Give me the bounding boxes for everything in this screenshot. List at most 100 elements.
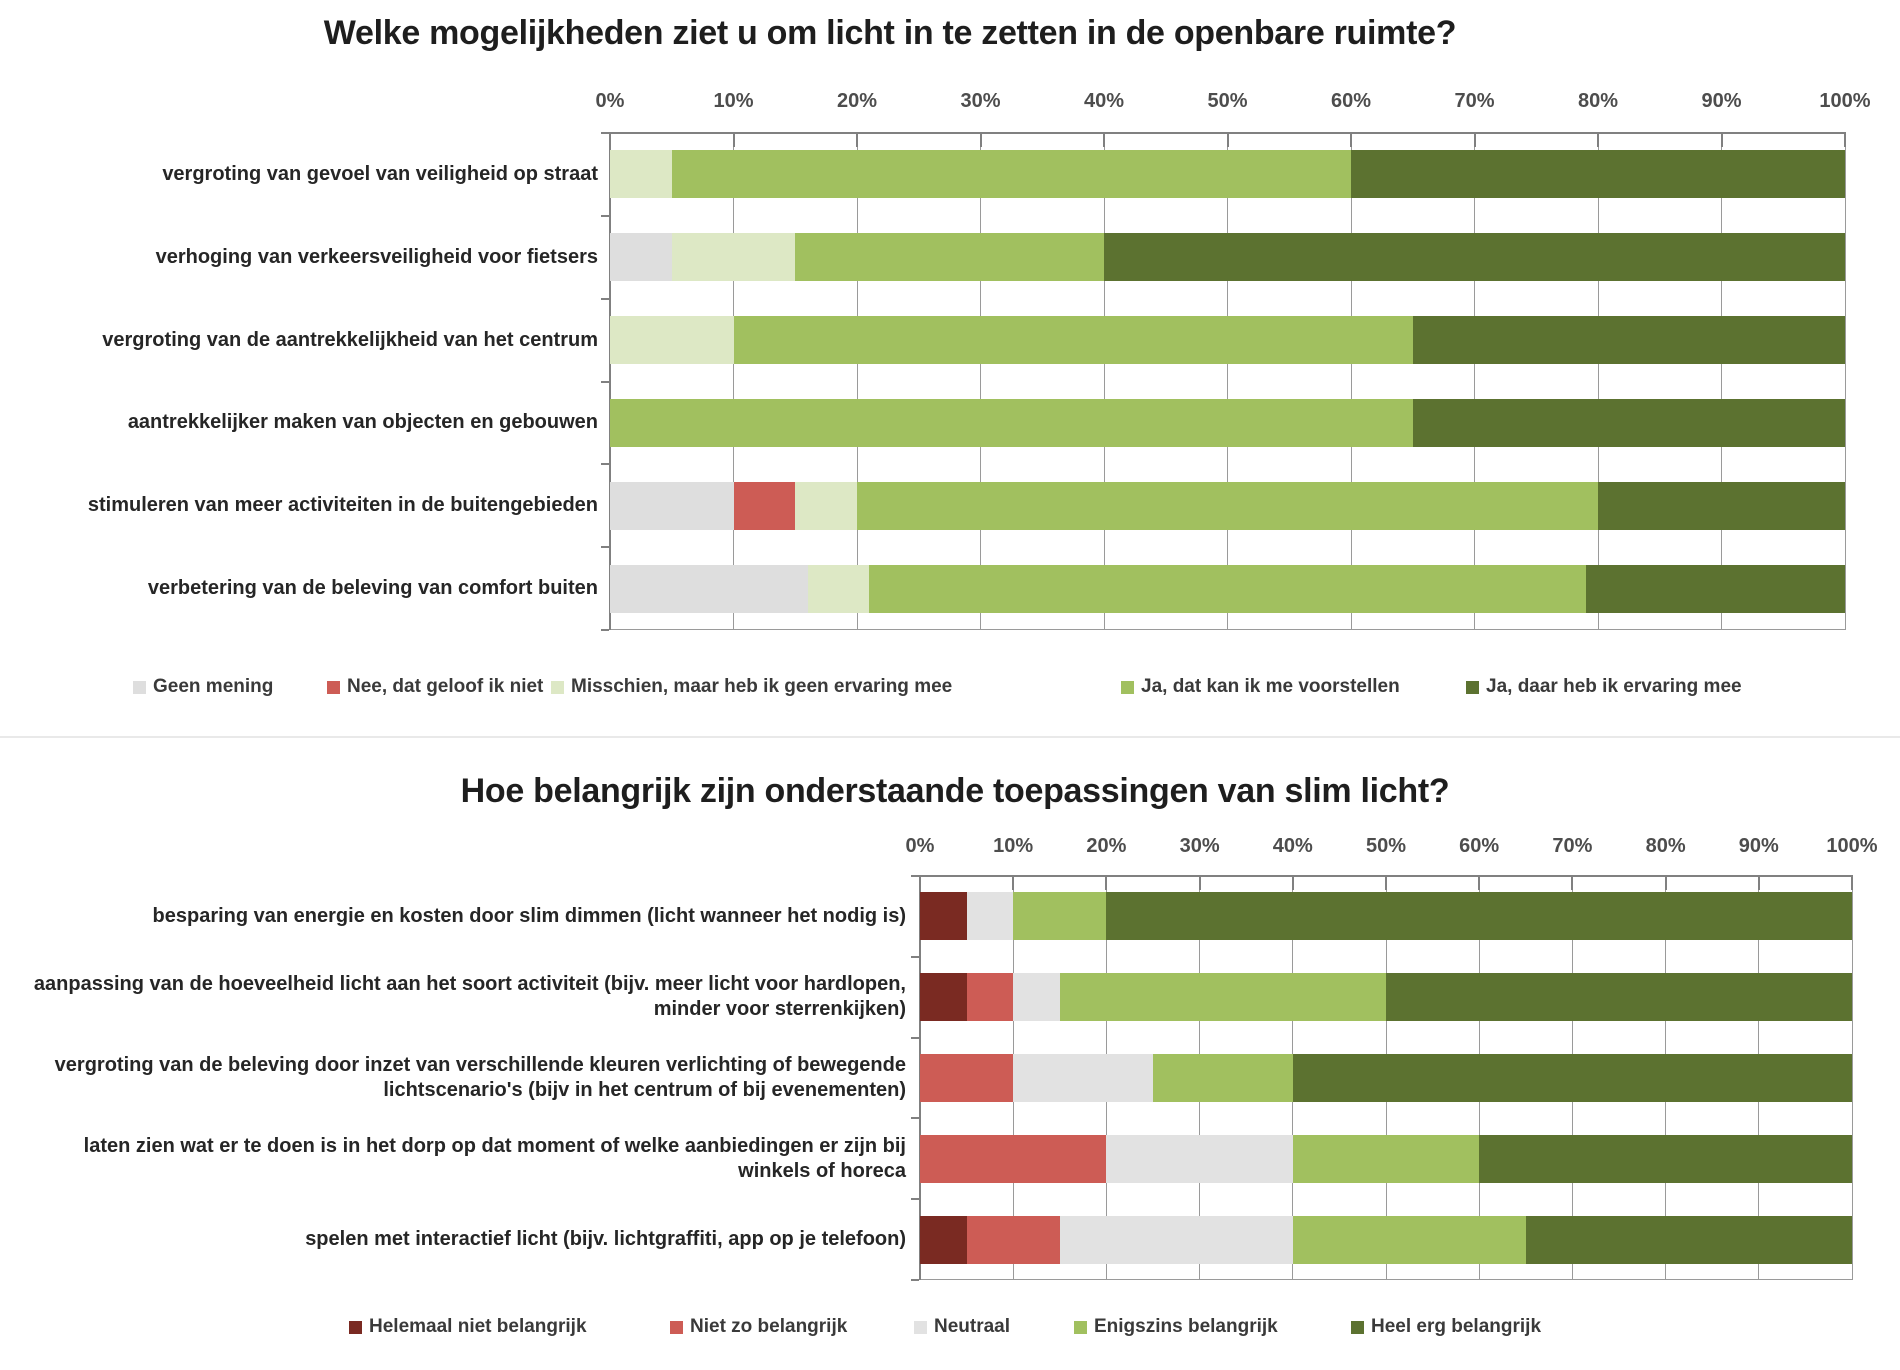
bar-segment-helemaal-niet-belangrijk: [920, 973, 967, 1022]
chart2-title: Hoe belangrijk zijn onderstaande toepass…: [460, 772, 1450, 810]
axis-tick-mark: [1350, 133, 1352, 147]
x-axis-tick-label: 10%: [713, 90, 754, 112]
legend-label: Heel erg belangrijk: [1371, 1316, 1542, 1337]
legend-item: Enigszins belangrijk: [1074, 1316, 1278, 1338]
axis-tick-mark: [856, 133, 858, 147]
bar-segment-neutraal: [1013, 1054, 1153, 1102]
bar-segment-geen-mening: [610, 233, 672, 282]
legend-label: Enigszins belangrijk: [1094, 1316, 1278, 1337]
x-axis-tick-label: 100%: [1826, 835, 1878, 857]
legend-swatch-icon: [1466, 680, 1479, 694]
y-axis-tick-mark: [911, 1117, 919, 1120]
stacked-bar-row: [920, 1054, 1852, 1102]
bar-segment-helemaal-niet-belangrijk: [920, 892, 967, 941]
stacked-bar-row: [610, 150, 1845, 199]
bar-segment-neutraal: [966, 892, 1014, 941]
legend-swatch-icon: [914, 1320, 927, 1334]
axis-tick-mark: [1720, 133, 1723, 147]
x-axis-tick-label: 100%: [1819, 90, 1871, 112]
stacked-bar-row: [610, 316, 1845, 365]
bar-segment-heel-erg-belangrijk: [1292, 1054, 1852, 1102]
y-axis-tick-mark: [601, 132, 609, 134]
legend-item: Helemaal niet belangrijk: [349, 1316, 587, 1338]
axis-tick-mark: [1571, 876, 1574, 890]
axis-tick-mark: [1103, 133, 1105, 147]
x-axis-tick-label: 30%: [1179, 835, 1220, 857]
x-axis-tick-label: 50%: [1207, 90, 1248, 112]
x-axis-tick-label: 0%: [595, 90, 625, 112]
gridline: [1103, 133, 1105, 630]
stacked-bar-row: [920, 973, 1852, 1022]
y-axis-tick-mark: [601, 380, 609, 383]
legend-item: Heel erg belangrijk: [1351, 1316, 1541, 1338]
legend-label: Geen mening: [153, 676, 274, 697]
axis-tick-mark: [1478, 876, 1481, 890]
bar-segment-helemaal-niet-belangrijk: [920, 1215, 967, 1264]
x-axis-tick-label: 30%: [960, 90, 1001, 112]
stacked-bar-row: [610, 398, 1845, 447]
bar-segment-heel-erg-belangrijk: [1106, 892, 1852, 941]
stacked-bar-row: [610, 564, 1845, 613]
bar-segment-misschien-maar-heb-ik-geen-ervaring-mee: [795, 481, 857, 530]
y-axis-tick-mark: [601, 546, 609, 549]
axis-tick-mark: [1198, 876, 1201, 890]
axis-tick-mark: [1597, 133, 1599, 147]
category-label: verhoging van verkeersveiligheid voor fi…: [155, 245, 598, 268]
stacked-bar-row: [610, 481, 1845, 530]
axis-tick-mark: [1664, 876, 1667, 890]
legend-item: Neutraal: [914, 1316, 1010, 1338]
legend-label: Nee, dat geloof ik niet: [347, 676, 544, 697]
bar-segment-ja-daar-heb-ik-ervaring-mee: [1585, 564, 1845, 613]
bar-segment-enigszins-belangrijk: [1292, 1134, 1480, 1183]
x-axis-tick-label: 20%: [1086, 835, 1127, 857]
x-axis-tick-label: 80%: [1645, 835, 1686, 857]
x-axis-tick-label: 0%: [905, 835, 935, 857]
gridline: [1721, 133, 1722, 630]
category-label: laten zien wat er te doen is in het dorp…: [83, 1134, 906, 1182]
category-label: stimuleren van meer activiteiten in de b…: [87, 494, 598, 517]
legend-label: Ja, dat kan ik me voorstellen: [1141, 676, 1400, 697]
x-axis-tick-label: 80%: [1577, 90, 1619, 112]
bar-segment-misschien-maar-heb-ik-geen-ervaring-mee: [671, 233, 796, 282]
gridline: [856, 133, 858, 630]
x-axis-tick-label: 50%: [1365, 835, 1407, 857]
bar-segment-ja-dat-kan-ik-me-voorstellen: [733, 316, 1413, 365]
legend-item: Misschien, maar heb ik geen ervaring mee: [551, 676, 952, 698]
bar-segment-niet-zo-belangrijk: [920, 1054, 1014, 1102]
category-label: verbetering van de beleving van comfort …: [147, 577, 598, 600]
gridline: [980, 133, 981, 630]
x-axis-tick-label: 60%: [1459, 835, 1500, 857]
x-axis-tick-label: 10%: [993, 835, 1034, 857]
gridline: [1350, 133, 1352, 630]
bar-segment-nee-dat-geloof-ik-niet: [733, 481, 796, 530]
bar-segment-misschien-maar-heb-ik-geen-ervaring-mee: [610, 316, 734, 365]
bar-segment-enigszins-belangrijk: [1013, 892, 1107, 941]
axis-tick-mark: [1473, 133, 1476, 147]
gridline: [1227, 133, 1228, 630]
bar-segment-ja-dat-kan-ik-me-voorstellen: [857, 481, 1598, 530]
charts-divider: [0, 736, 1900, 738]
x-axis-line: [609, 132, 1846, 134]
axis-tick-mark: [732, 133, 735, 147]
axis-tick-mark: [1385, 876, 1387, 890]
legend-swatch-icon: [670, 1320, 683, 1334]
gridline: [1844, 133, 1846, 630]
legend-swatch-icon: [1121, 680, 1134, 694]
chart1-title: Welke mogelijkheden ziet u om licht in t…: [323, 14, 1457, 52]
category-label: vergroting van de aantrekkelijkheid van …: [102, 328, 598, 351]
x-axis-line: [919, 875, 1853, 877]
y-axis-tick-mark: [911, 1279, 919, 1281]
plot-area: [911, 875, 1853, 1281]
axis-tick-mark: [1851, 876, 1853, 890]
y-axis-tick-mark: [911, 875, 919, 877]
stacked-bar-row: [610, 233, 1845, 282]
axis-tick-mark: [1105, 876, 1108, 890]
bar-segment-geen-mening: [610, 564, 808, 613]
gridline: [1851, 876, 1853, 1280]
bar-segment-heel-erg-belangrijk: [1385, 973, 1852, 1022]
y-axis-tick-mark: [601, 214, 609, 217]
legend-swatch-icon: [551, 680, 564, 694]
bar-segment-ja-dat-kan-ik-me-voorstellen: [610, 398, 1413, 447]
